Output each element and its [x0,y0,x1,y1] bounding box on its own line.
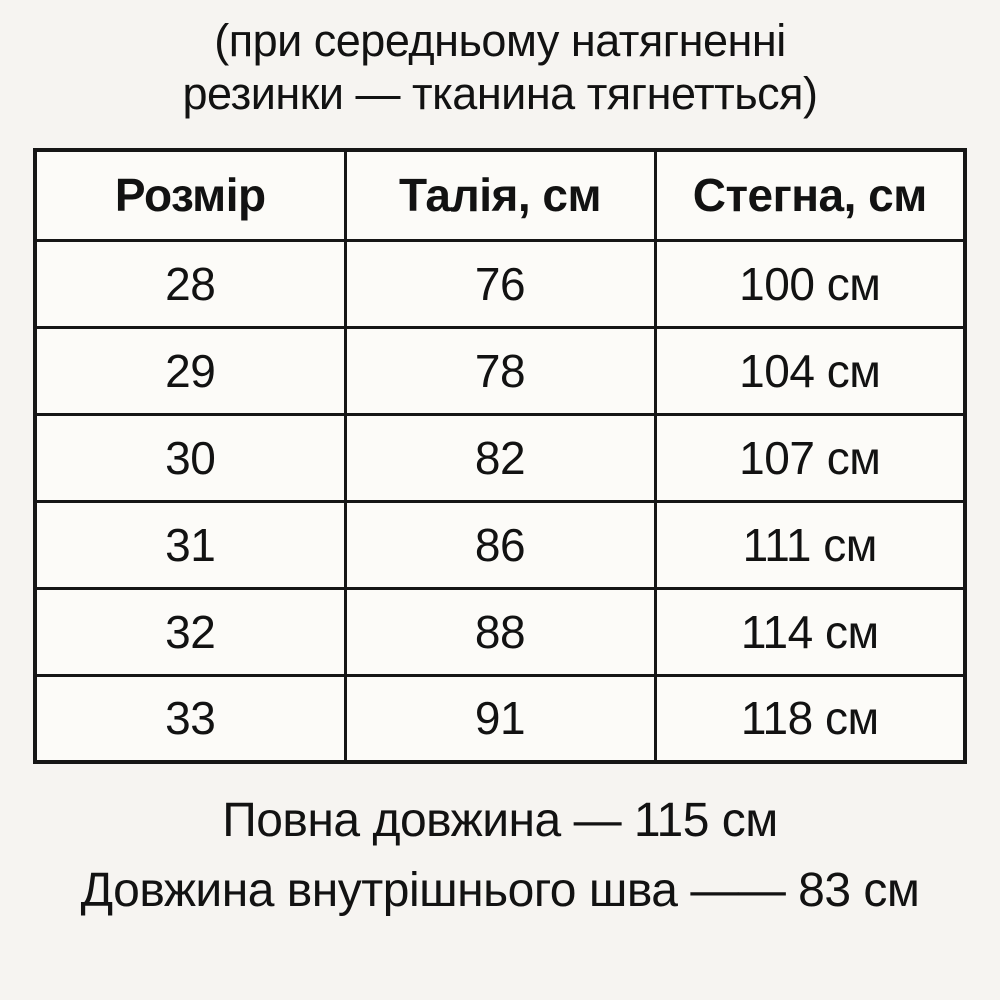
cell-size: 32 [33,586,347,677]
cell-waist: 91 [343,673,657,764]
cell-waist: 88 [343,586,657,677]
length-notes: Повна довжина — 115 см Довжина внутрішнь… [0,786,1000,926]
table-row: 31 86 111 см [33,499,967,590]
cell-waist: 76 [343,238,657,329]
cell-hips: 114 см [653,586,967,677]
cell-size: 29 [33,325,347,416]
table-row: 32 88 114 см [33,586,967,677]
stretch-note-line1: (при середньому натягненні [214,15,786,66]
cell-size: 30 [33,412,347,503]
cell-hips: 100 см [653,238,967,329]
table-row: 30 82 107 см [33,412,967,503]
header-waist: Талія, см [343,148,657,242]
table-row: 29 78 104 см [33,325,967,416]
cell-hips: 111 см [653,499,967,590]
cell-hips: 107 см [653,412,967,503]
table-row: 33 91 118 см [33,673,967,764]
cell-hips: 104 см [653,325,967,416]
table-header-row: Розмір Талія, см Стегна, см [33,148,967,242]
header-hips: Стегна, см [653,148,967,242]
cell-waist: 78 [343,325,657,416]
full-length-note: Повна довжина — 115 см [222,794,778,847]
header-size: Розмір [33,148,347,242]
cell-size: 31 [33,499,347,590]
cell-size: 28 [33,238,347,329]
cell-size: 33 [33,673,347,764]
table-row: 28 76 100 см [33,238,967,329]
cell-waist: 82 [343,412,657,503]
stretch-note: (при середньому натягненні резинки — тка… [0,14,1000,120]
size-chart-table: Розмір Талія, см Стегна, см 28 76 100 см… [33,148,967,764]
inseam-length-note: Довжина внутрішнього шва —— 83 см [80,864,920,917]
cell-waist: 86 [343,499,657,590]
cell-hips: 118 см [653,673,967,764]
stretch-note-line2: резинки — тканина тягнетться) [182,68,819,119]
